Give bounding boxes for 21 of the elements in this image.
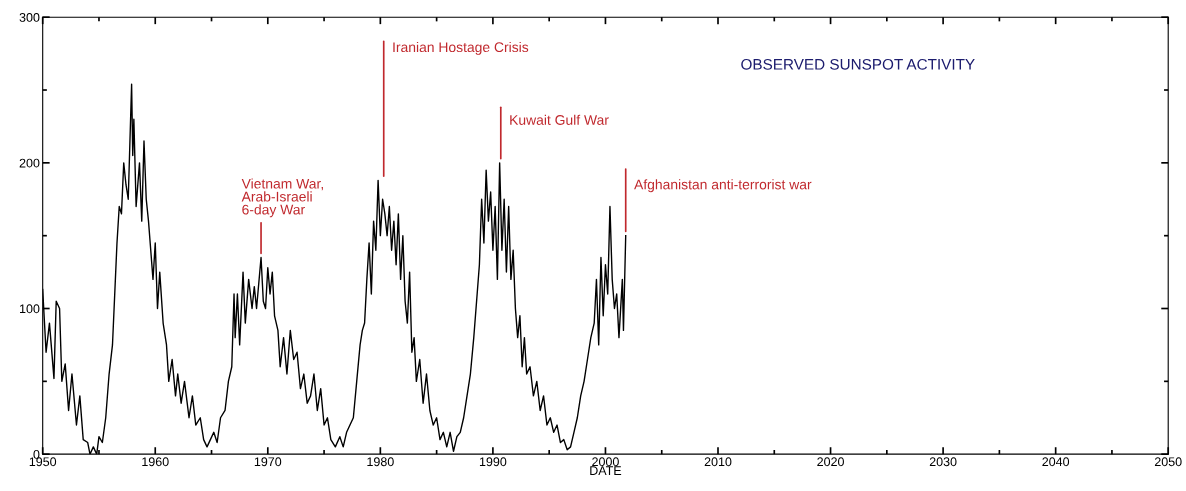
x-tick-label: 1950 (29, 457, 57, 467)
y-tick-label: 100 (20, 304, 40, 314)
y-tick-label: 0 (33, 449, 40, 459)
x-tick-label: 2020 (817, 457, 844, 467)
annotation: Iranian Hostage Crisis (393, 41, 529, 55)
x-tick-label: 1970 (254, 457, 282, 467)
x-tick-label: 2040 (1042, 457, 1070, 467)
x-tick-label: 2010 (704, 457, 732, 467)
x-tick-label: 1980 (367, 457, 394, 467)
annotation: Vietnam War, Arab-Israeli 6-day War (241, 178, 323, 218)
annotation: Afghanistan anti-terrorist war (634, 179, 812, 193)
text: OBSERVED SUNSPOT ACTIVITY (741, 58, 975, 70)
x-axis-title: DATE (590, 466, 622, 475)
y-tick-label: 200 (19, 158, 40, 168)
x-tick-label: 1960 (142, 457, 169, 467)
y-tick-label: 300 (19, 12, 40, 22)
x-tick-label: 2030 (929, 457, 957, 467)
x-tick-label: 2000 (592, 457, 619, 467)
x-tick-label: 2050 (1154, 457, 1182, 467)
x-tick-label: 1990 (479, 457, 507, 467)
annotation: Kuwait Gulf War (510, 114, 609, 125)
